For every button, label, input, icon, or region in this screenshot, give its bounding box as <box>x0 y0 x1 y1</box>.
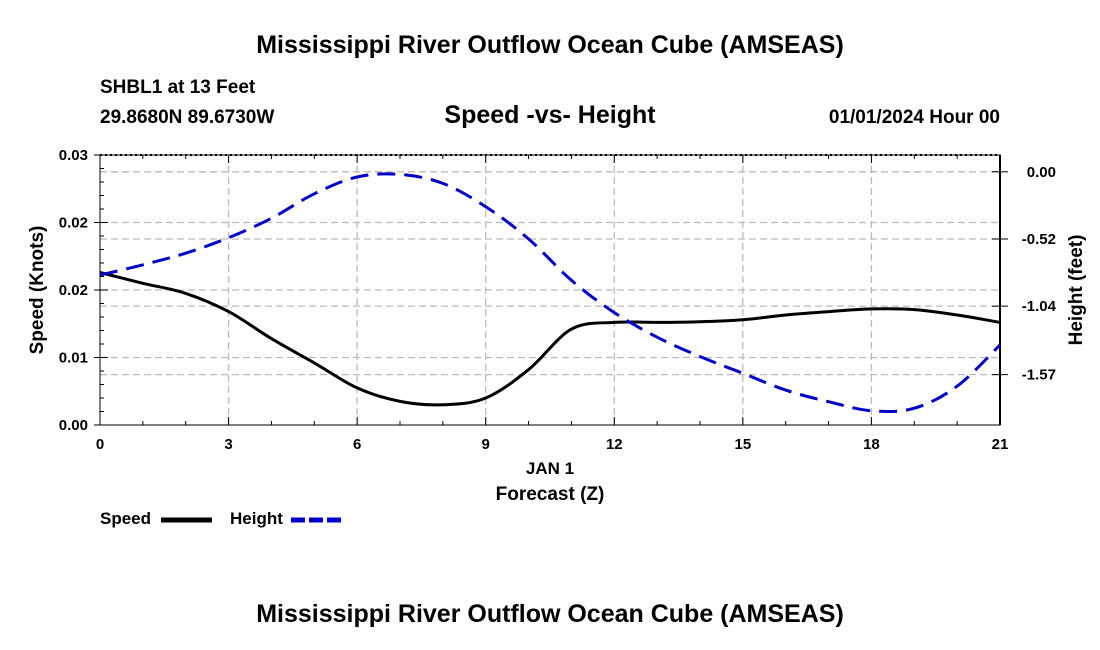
x-tick-label: 0 <box>96 436 104 453</box>
x-axis-date-label: JAN 1 <box>526 459 574 478</box>
y-tick-label: 0.01 <box>59 350 88 367</box>
y2-tick-label: 0.00 <box>1027 164 1056 181</box>
series-line-height <box>99 172 1002 414</box>
x-tick-label: 9 <box>482 436 490 453</box>
x-tick-label: 18 <box>863 436 880 453</box>
axis-ticks: 0 3 6 9 12 15 18 21 0.00 0.01 0.02 0.02 0.03 0.00 -0.5… <box>59 147 1057 453</box>
grid <box>100 154 1000 425</box>
y-tick-label: 0.02 <box>59 282 88 299</box>
x-tick-label: 12 <box>606 436 623 453</box>
chart-subtitle: Speed -vs- Height <box>444 101 656 129</box>
page-title: Mississippi River Outflow Ocean Cube (AM… <box>256 31 844 59</box>
y-tick-label: 0.02 <box>59 215 88 232</box>
y2-axis-label: Height (feet) <box>1066 235 1087 346</box>
y2-tick-label: -1.04 <box>1022 298 1057 315</box>
y-tick-label: 0.03 <box>59 147 88 164</box>
footer-title: Mississippi River Outflow Ocean Cube (AM… <box>256 600 844 628</box>
y2-tick-label: -0.52 <box>1022 231 1056 248</box>
datetime-label: 01/01/2024 Hour 00 <box>828 107 1000 128</box>
legend-height-label: Height <box>230 509 283 528</box>
x-axis-label: Forecast (Z) <box>496 484 605 505</box>
legend-speed-label: Speed <box>100 509 152 528</box>
x-tick-label: 21 <box>992 436 1009 453</box>
x-tick-label: 6 <box>353 436 361 453</box>
y-tick-label: 0.00 <box>59 417 88 434</box>
coordinates-label: 29.8680N 89.6730W <box>100 107 275 128</box>
y2-tick-label: -1.57 <box>1022 367 1056 384</box>
station-label: SHBL1 at 13 Feet <box>100 77 256 98</box>
x-tick-label: 15 <box>735 436 752 453</box>
series-line-speed <box>99 271 1001 407</box>
series <box>99 172 1002 414</box>
x-tick-label: 3 <box>224 436 232 453</box>
y-axis-label: Speed (Knots) <box>27 226 48 355</box>
